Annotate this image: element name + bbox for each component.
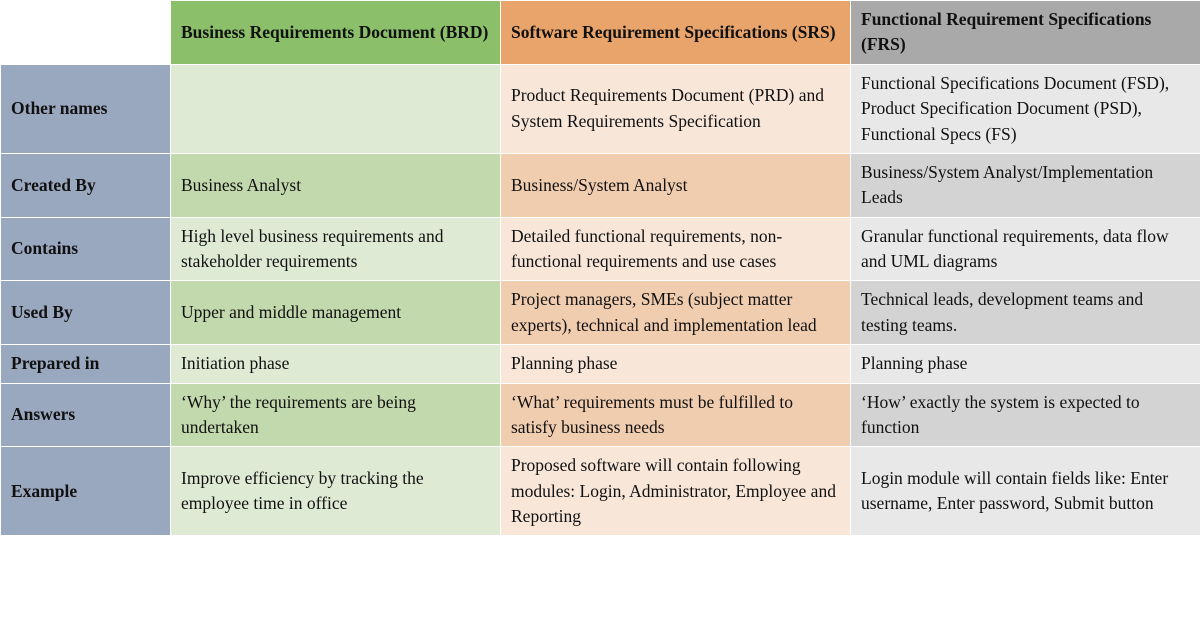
cell-srs: ‘What’ requirements must be fulfilled to…	[501, 383, 851, 447]
row-header: Example	[1, 447, 171, 536]
table-row: Answers‘Why’ the requirements are being …	[1, 383, 1200, 447]
header-frs: Functional Requirement Specifications (F…	[851, 1, 1200, 65]
header-brd: Business Requirements Document (BRD)	[171, 1, 501, 65]
cell-srs: Proposed software will contain following…	[501, 447, 851, 536]
row-header: Contains	[1, 217, 171, 281]
table-row: Created ByBusiness AnalystBusiness/Syste…	[1, 153, 1200, 217]
table-body: Other names Product Requirements Document…	[1, 64, 1200, 536]
cell-srs: Business/System Analyst	[501, 153, 851, 217]
cell-frs: Technical leads, development teams and t…	[851, 281, 1200, 345]
table-row: Used ByUpper and middle managementProjec…	[1, 281, 1200, 345]
cell-brd: High level business requirements and sta…	[171, 217, 501, 281]
comparison-table: Business Requirements Document (BRD) Sof…	[0, 0, 1200, 536]
cell-brd: Improve efficiency by tracking the emplo…	[171, 447, 501, 536]
cell-frs: Business/System Analyst/Implementation L…	[851, 153, 1200, 217]
cell-brd: Initiation phase	[171, 345, 501, 383]
row-header: Prepared in	[1, 345, 171, 383]
cell-frs: Granular functional requirements, data f…	[851, 217, 1200, 281]
table-header-row: Business Requirements Document (BRD) Sof…	[1, 1, 1200, 65]
cell-frs: Planning phase	[851, 345, 1200, 383]
table-row: ExampleImprove efficiency by tracking th…	[1, 447, 1200, 536]
row-header: Used By	[1, 281, 171, 345]
cell-frs: ‘How’ exactly the system is expected to …	[851, 383, 1200, 447]
cell-srs: Product Requirements Document (PRD) and …	[501, 64, 851, 153]
table-row: Prepared inInitiation phasePlanning phas…	[1, 345, 1200, 383]
cell-brd: Business Analyst	[171, 153, 501, 217]
cell-srs: Planning phase	[501, 345, 851, 383]
header-empty	[1, 1, 171, 65]
cell-srs: Project managers, SMEs (subject matter e…	[501, 281, 851, 345]
table-row: Other names Product Requirements Document…	[1, 64, 1200, 153]
row-header: Created By	[1, 153, 171, 217]
table-row: ContainsHigh level business requirements…	[1, 217, 1200, 281]
cell-frs: Login module will contain fields like: E…	[851, 447, 1200, 536]
cell-brd: Upper and middle management	[171, 281, 501, 345]
cell-brd	[171, 64, 501, 153]
row-header: Other names	[1, 64, 171, 153]
cell-brd: ‘Why’ the requirements are being underta…	[171, 383, 501, 447]
cell-frs: Functional Specifications Document (FSD)…	[851, 64, 1200, 153]
header-srs: Software Requirement Specifications (SRS…	[501, 1, 851, 65]
row-header: Answers	[1, 383, 171, 447]
cell-srs: Detailed functional requirements, non-fu…	[501, 217, 851, 281]
